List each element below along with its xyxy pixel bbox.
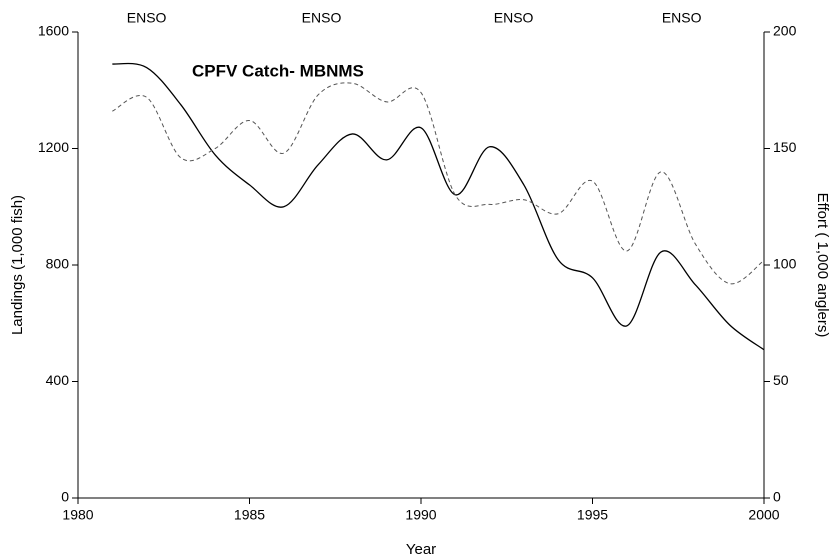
y-tick-label: 1200 — [38, 139, 69, 155]
x-tick-label: 1980 — [62, 507, 93, 523]
y2-tick-label: 150 — [773, 139, 797, 155]
y2-tick-label: 100 — [773, 256, 797, 272]
y2-tick-label: 50 — [773, 372, 789, 388]
annotation: ENSO — [494, 10, 534, 26]
y2-tick-label: 200 — [773, 23, 797, 39]
y2-axis-label: Effort ( 1,000 anglers) — [814, 193, 831, 338]
annotation: ENSO — [127, 10, 167, 26]
y-tick-label: 400 — [46, 372, 70, 388]
x-tick-label: 1990 — [405, 507, 436, 523]
x-tick-label: 1995 — [577, 507, 608, 523]
x-tick-label: 2000 — [748, 507, 779, 523]
y-tick-label: 800 — [46, 256, 70, 272]
annotation: ENSO — [302, 10, 342, 26]
y2-tick-label: 0 — [773, 489, 781, 505]
annotation: ENSO — [662, 10, 702, 26]
y-tick-label: 1600 — [38, 23, 69, 39]
y-tick-label: 0 — [61, 489, 69, 505]
x-axis-label: Year — [406, 541, 436, 558]
data-line — [112, 62, 765, 351]
data-line — [112, 82, 765, 285]
x-tick-label: 1985 — [234, 507, 265, 523]
y-axis-label: Landings (1,000 fish) — [9, 195, 26, 335]
chart-title: CPFV Catch- MBNMS — [192, 61, 364, 80]
